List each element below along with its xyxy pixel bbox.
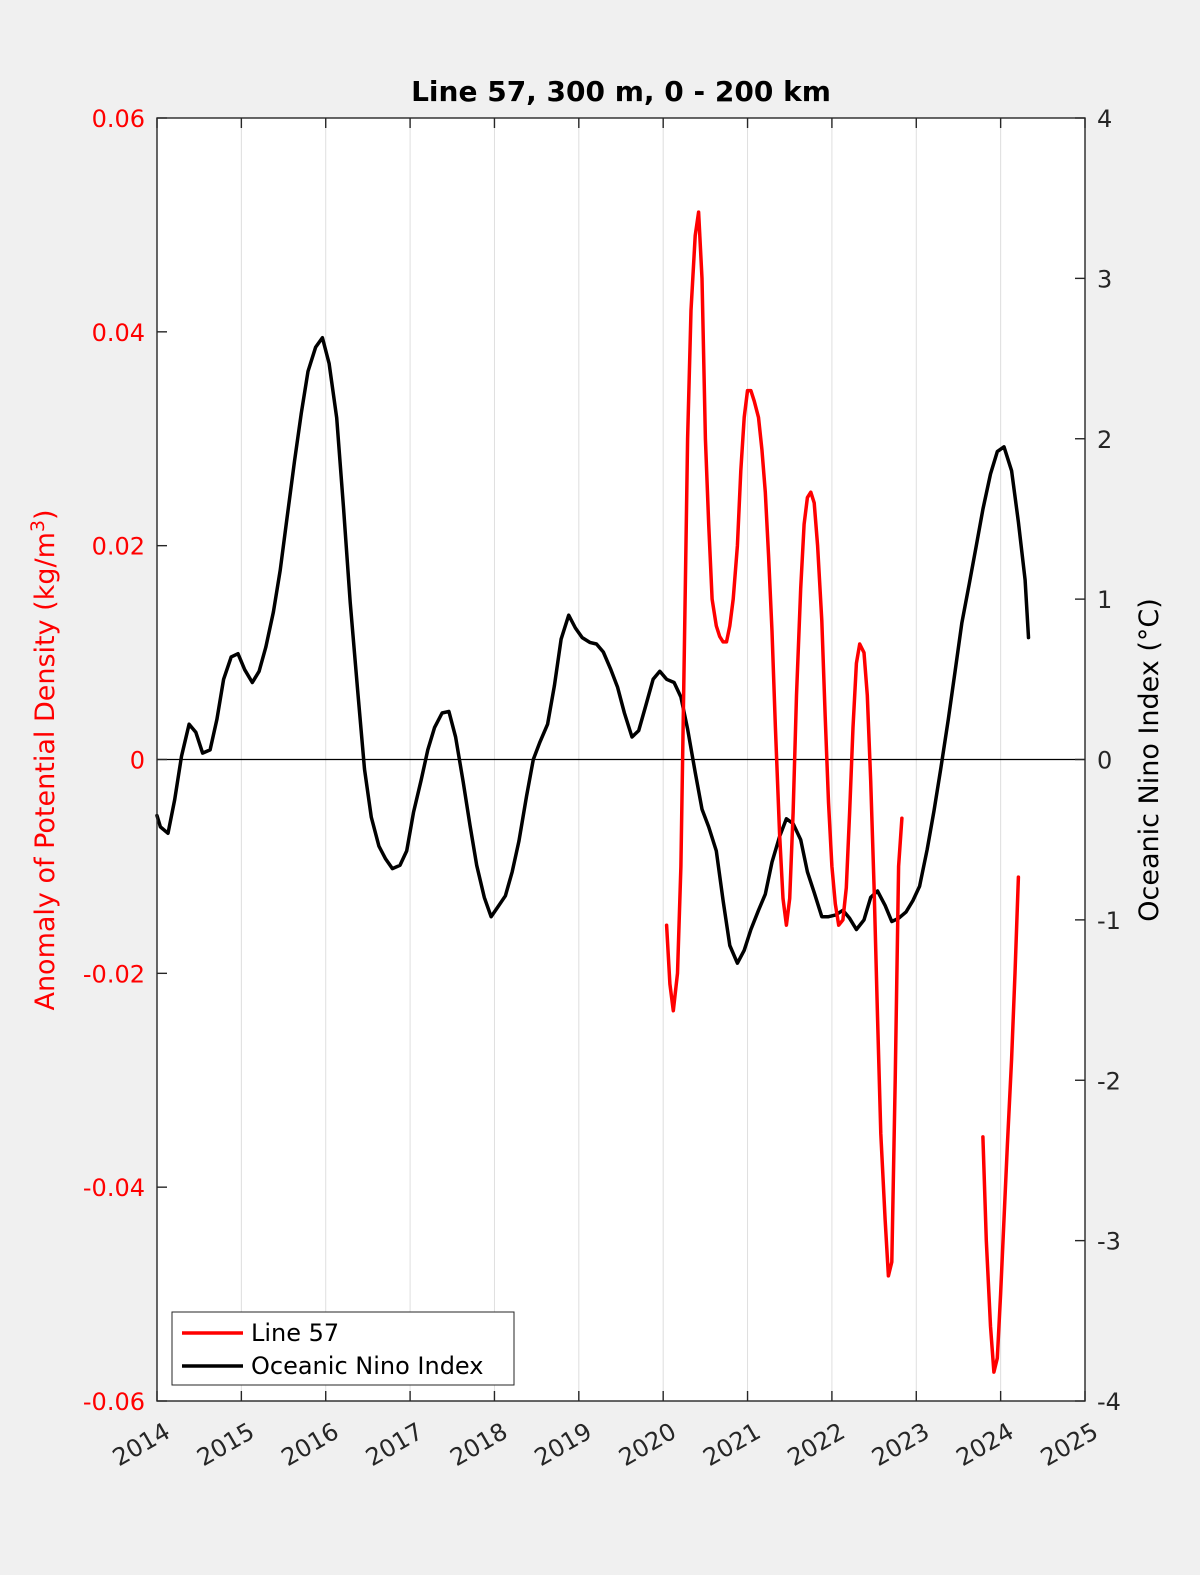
left-tick-label: -0.04	[83, 1174, 145, 1202]
chart-title: Line 57, 300 m, 0 - 200 km	[411, 75, 831, 108]
right-tick-label: 1	[1097, 586, 1112, 614]
left-axis-label-superscript: 3	[27, 520, 49, 532]
left-tick-label: 0.04	[92, 319, 145, 347]
series-layer	[155, 210, 1031, 1374]
series-line-line-57	[664, 210, 904, 1278]
left-tick-label: -0.06	[83, 1388, 145, 1416]
legend-label-line-57: Line 57	[251, 1319, 339, 1347]
left-axis-label: Anomaly of Potential Density (kg/m3)	[27, 509, 61, 1010]
left-tick-label: 0.02	[92, 533, 145, 561]
right-tick-label: 4	[1097, 105, 1112, 133]
left-tick-label: 0.06	[92, 105, 145, 133]
left-tick-label: 0	[130, 747, 145, 775]
right-tick-label: -1	[1097, 907, 1121, 935]
left-y-axis: -0.06 -0.04 -0.02 0 0.02 0.04 0.06	[83, 105, 167, 1416]
left-axis-label-main: Anomaly of Potential Density (kg/m	[30, 532, 61, 1010]
right-tick-label: -3	[1097, 1228, 1121, 1256]
left-tick-label: -0.02	[83, 960, 145, 988]
legend: Line 57 Oceanic Nino Index	[171, 1311, 515, 1386]
legend-label-oceanic-nino-index: Oceanic Nino Index	[251, 1352, 483, 1380]
right-tick-label: 0	[1097, 747, 1112, 775]
series-line-line-57	[981, 875, 1021, 1374]
legend-box	[171, 1311, 515, 1386]
left-axis-label-suffix: )	[30, 509, 61, 520]
right-tick-label: -4	[1097, 1388, 1121, 1416]
right-tick-label: 2	[1097, 426, 1112, 454]
right-tick-label: 3	[1097, 265, 1112, 293]
right-y-axis: -4 -3 -2 -1 0 1 2 3 4	[1075, 105, 1121, 1416]
right-axis-label: Oceanic Nino Index (°C)	[1134, 598, 1165, 922]
right-tick-label: -2	[1097, 1067, 1121, 1095]
series-line-oceanic-nino-index	[155, 335, 1031, 965]
